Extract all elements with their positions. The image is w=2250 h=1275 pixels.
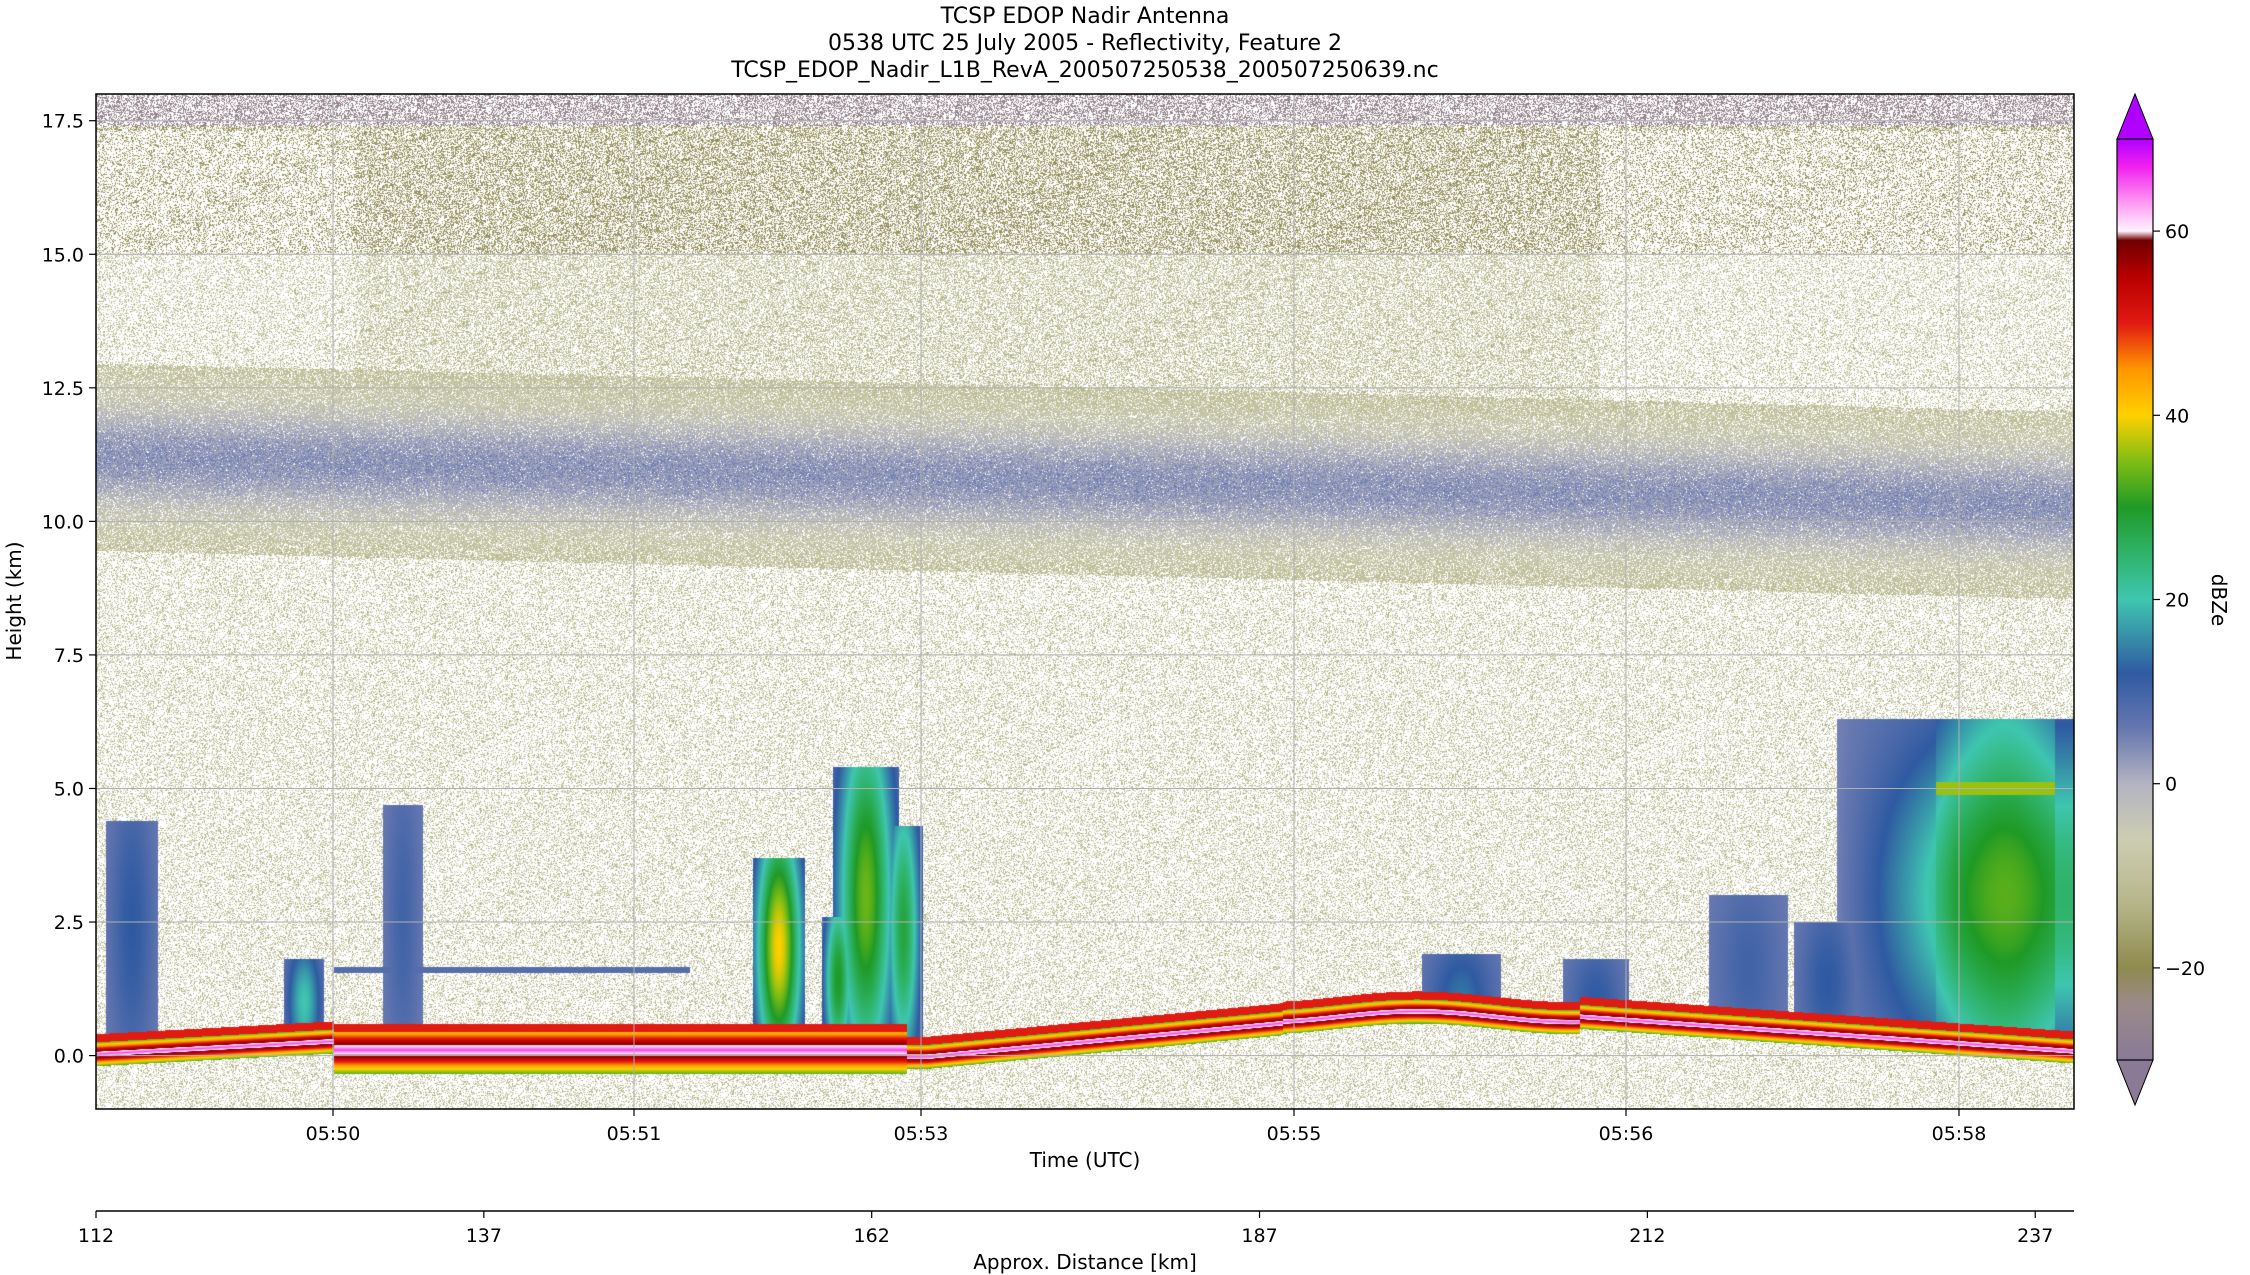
reflectivity-heatmap [96,94,2074,1109]
distance-tick-label: 112 [78,1225,114,1247]
colorbar: 60 40 20 0 −20 dBZe [2116,92,2231,1107]
y-tick-label: 10.0 [42,511,84,533]
x-tick-label: 05:58 [1932,1123,1987,1145]
colorbar-tick-label: −20 [2165,958,2205,980]
x-tick-label: 05:56 [1599,1123,1654,1145]
colorbar-gradient [2117,139,2153,1060]
plot-grid [96,94,2074,1109]
y-tick-label: 2.5 [54,912,84,934]
y-tick-label: 17.5 [42,111,84,133]
y-tick-label: 5.0 [54,778,84,800]
distance-tick-label: 237 [2017,1225,2053,1247]
chart-title-line-3: TCSP_EDOP_Nadir_L1B_RevA_200507250538_20… [731,58,1439,83]
y-tick-label: 15.0 [42,244,84,266]
colorbar-tick-label: 60 [2165,221,2189,243]
colorbar-ticks: 60 40 20 0 −20 [2153,221,2205,980]
colorbar-tick-label: 0 [2165,774,2177,796]
colorbar-label: dBZe [2207,574,2231,626]
colorbar-extend-bottom [2116,1059,2154,1107]
distance-tick-label: 162 [854,1225,890,1247]
y-tick-label: 12.5 [42,378,84,400]
plot-frame [95,93,2075,1110]
x-tick-label: 05:51 [607,1123,662,1145]
colorbar-tick-label: 40 [2165,405,2189,427]
colorbar-tick-label: 20 [2165,590,2189,612]
distance-axis-label: Approx. Distance [km] [973,1250,1197,1274]
y-tick-label: 0.0 [54,1046,84,1068]
y-axis-label: Height (km) [2,541,26,660]
x-axis: 05:50 05:51 05:53 05:55 05:56 05:58 [306,1109,1987,1145]
y-axis: 0.0 2.5 5.0 7.5 10.0 12.5 15.0 17.5 [42,111,96,1068]
distance-tick-label: 137 [466,1225,502,1247]
distance-tick-label: 212 [1629,1225,1665,1247]
x-tick-label: 05:53 [894,1123,949,1145]
colorbar-extend-top [2116,92,2154,140]
x-axis-label: Time (UTC) [1029,1148,1141,1172]
chart-title-line-1: TCSP EDOP Nadir Antenna [940,4,1230,29]
y-tick-label: 7.5 [54,645,84,667]
x-tick-label: 05:55 [1267,1123,1322,1145]
x-tick-label: 05:50 [306,1123,361,1145]
distance-tick-label: 187 [1241,1225,1277,1247]
chart-title-line-2: 0538 UTC 25 July 2005 - Reflectivity, Fe… [828,31,1342,56]
distance-axis: 112 137 162 187 212 237 [78,1210,2074,1247]
